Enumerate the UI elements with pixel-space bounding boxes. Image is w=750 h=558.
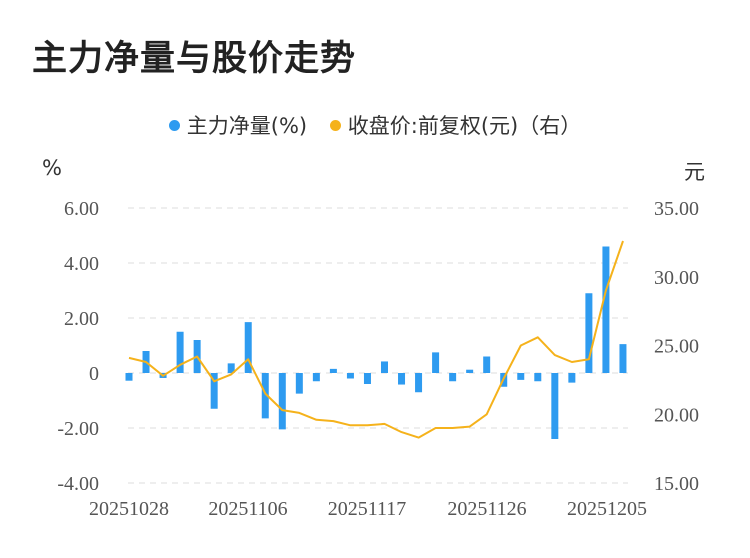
left-tick-label: -2.00 — [57, 418, 99, 440]
legend-bar-label: 主力净量(%) — [186, 114, 308, 138]
bar — [415, 373, 423, 393]
bar — [568, 373, 576, 383]
bar — [380, 361, 388, 373]
bar — [329, 368, 337, 373]
right-tick-label: 15.00 — [654, 473, 699, 495]
bar — [176, 331, 184, 373]
chart-legend: 主力净量(%) 收盘价:前复权(元)（右） — [0, 110, 750, 140]
price-line — [128, 240, 624, 439]
right-axis-unit: 元 — [684, 160, 705, 184]
left-axis-unit: % — [42, 156, 62, 180]
legend-line-dot-icon — [329, 119, 341, 131]
bar — [432, 352, 440, 373]
chart-title: 主力净量与股价走势 — [32, 39, 357, 79]
bar — [619, 344, 627, 373]
bar — [125, 373, 133, 381]
bar — [244, 322, 252, 373]
x-tick-label: 20251205 — [567, 498, 647, 520]
bar — [585, 293, 593, 373]
bar — [551, 373, 559, 439]
left-tick-label: 6.00 — [64, 198, 99, 220]
legend-line-label: 收盘价:前复权(元)（右） — [347, 114, 582, 138]
legend-item-line[interactable]: 收盘价:前复权(元)（右） — [329, 110, 582, 140]
bar — [449, 373, 457, 382]
bar — [261, 373, 269, 419]
right-tick-label: 25.00 — [654, 336, 699, 358]
bar — [398, 373, 406, 385]
bar — [312, 373, 320, 382]
bar — [517, 373, 525, 380]
bar — [278, 373, 286, 430]
legend-bar-dot-icon — [168, 119, 180, 131]
right-tick-label: 30.00 — [654, 267, 699, 289]
left-tick-label: 2.00 — [64, 308, 99, 330]
bar — [346, 373, 354, 379]
bar — [210, 373, 218, 409]
bar — [483, 356, 491, 373]
left-tick-label: -4.00 — [57, 473, 99, 495]
bar — [534, 373, 542, 382]
x-tick-label: 20251117 — [328, 498, 407, 520]
left-tick-label: 4.00 — [64, 253, 99, 275]
x-tick-label: 20251106 — [208, 498, 287, 520]
bar — [295, 373, 303, 394]
x-tick-label: 20251028 — [89, 498, 169, 520]
bar — [227, 363, 235, 373]
legend-item-bar[interactable]: 主力净量(%) — [168, 110, 308, 140]
right-tick-label: 20.00 — [654, 404, 699, 426]
x-tick-label: 20251126 — [447, 498, 526, 520]
bar — [466, 369, 474, 373]
right-tick-label: 35.00 — [654, 198, 699, 220]
bar — [602, 246, 610, 373]
bar — [363, 373, 371, 384]
left-tick-label: 0 — [89, 363, 99, 385]
